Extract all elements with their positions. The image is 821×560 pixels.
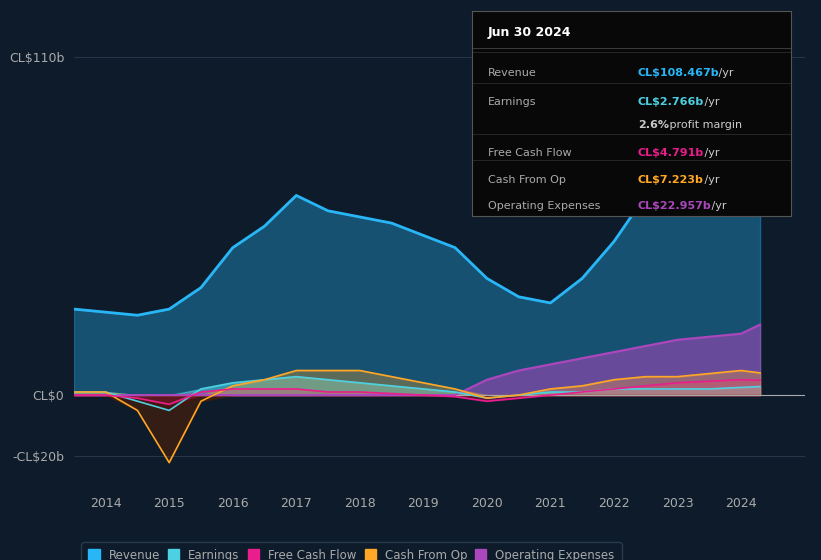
Text: /yr: /yr bbox=[701, 175, 719, 185]
Text: CL$108.467b: CL$108.467b bbox=[638, 68, 719, 78]
Text: CL$4.791b: CL$4.791b bbox=[638, 148, 704, 158]
Text: profit margin: profit margin bbox=[666, 119, 742, 129]
Text: /yr: /yr bbox=[701, 148, 719, 158]
Text: Revenue: Revenue bbox=[488, 68, 537, 78]
Text: Free Cash Flow: Free Cash Flow bbox=[488, 148, 571, 158]
Text: CL$22.957b: CL$22.957b bbox=[638, 201, 712, 211]
Text: Earnings: Earnings bbox=[488, 97, 536, 107]
Text: 2.6%: 2.6% bbox=[638, 119, 669, 129]
Text: Cash From Op: Cash From Op bbox=[488, 175, 566, 185]
Text: /yr: /yr bbox=[708, 201, 727, 211]
Text: Jun 30 2024: Jun 30 2024 bbox=[488, 26, 571, 39]
Text: Operating Expenses: Operating Expenses bbox=[488, 201, 600, 211]
Text: /yr: /yr bbox=[701, 97, 719, 107]
Text: /yr: /yr bbox=[715, 68, 733, 78]
Text: CL$7.223b: CL$7.223b bbox=[638, 175, 704, 185]
Text: CL$2.766b: CL$2.766b bbox=[638, 97, 704, 107]
Legend: Revenue, Earnings, Free Cash Flow, Cash From Op, Operating Expenses: Revenue, Earnings, Free Cash Flow, Cash … bbox=[81, 542, 621, 560]
